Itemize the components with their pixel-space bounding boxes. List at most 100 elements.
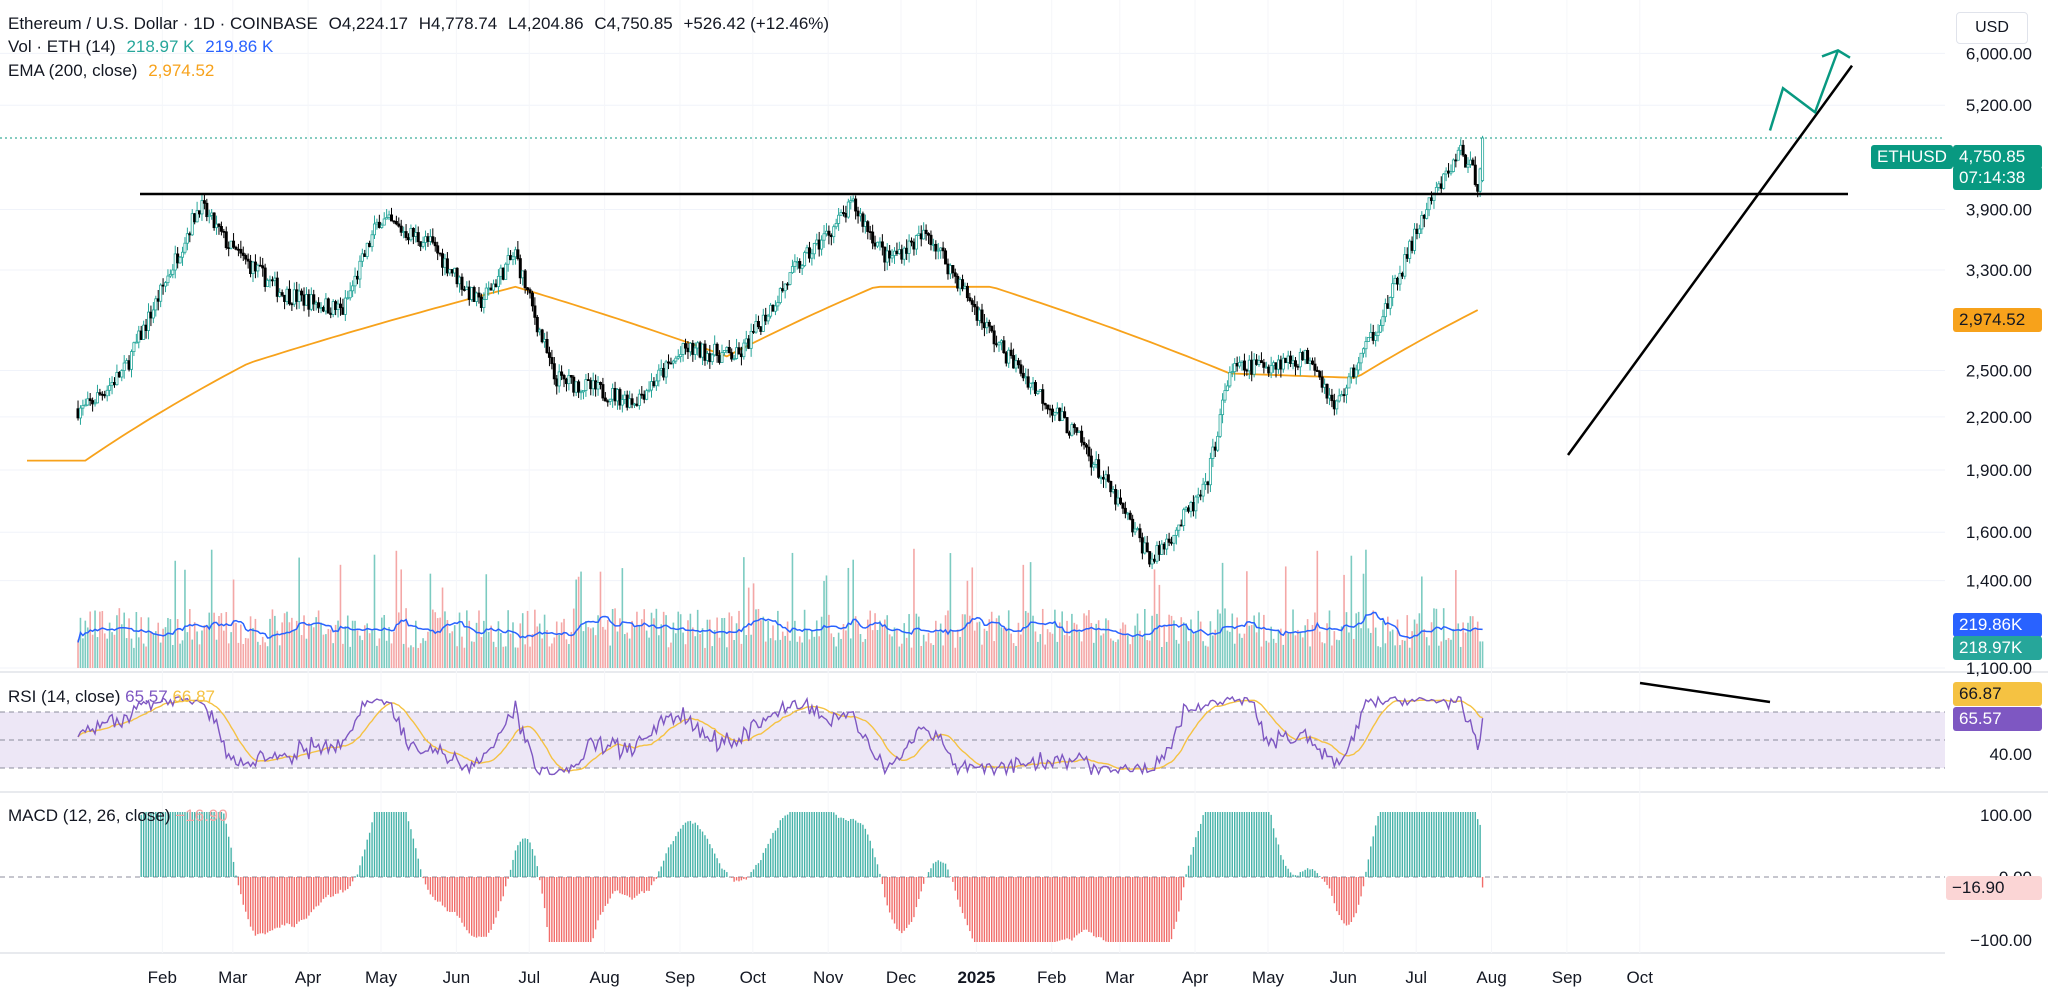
volume-bar bbox=[1092, 642, 1095, 668]
candle-body bbox=[358, 260, 362, 280]
volume-bar bbox=[650, 612, 653, 668]
volume-bar bbox=[832, 637, 835, 668]
volume-bar bbox=[1452, 628, 1455, 668]
candle-body bbox=[1444, 170, 1448, 175]
volume-bar bbox=[1027, 612, 1029, 668]
candle-body bbox=[302, 294, 306, 306]
candle-body bbox=[1325, 383, 1329, 399]
volume-bar bbox=[572, 608, 575, 668]
volume-bar bbox=[1136, 613, 1139, 668]
volume-bar bbox=[1289, 633, 1292, 668]
volume-bar bbox=[740, 643, 743, 668]
candle-body bbox=[1218, 414, 1222, 437]
candle-body bbox=[372, 223, 376, 236]
volume-bar bbox=[118, 608, 121, 668]
candle-body bbox=[1257, 360, 1261, 365]
volume-bar bbox=[577, 576, 580, 668]
volume-bar bbox=[133, 647, 135, 668]
volume-bar bbox=[378, 638, 381, 668]
volume-bar bbox=[658, 635, 660, 668]
candle-body bbox=[1225, 385, 1229, 391]
volume-bar bbox=[871, 630, 874, 668]
volume-bar bbox=[310, 625, 313, 668]
volume-bar bbox=[794, 620, 796, 668]
macd-label[interactable]: MACD (12, 26, close) bbox=[8, 806, 171, 825]
symbol-title[interactable]: Ethereum / U.S. Dollar · 1D · COINBASE bbox=[8, 14, 318, 33]
candle-body bbox=[1327, 394, 1331, 399]
price-tick-label: 1,600.00 bbox=[1966, 523, 2032, 542]
candle-body bbox=[173, 253, 177, 271]
symbol-legend: Ethereum / U.S. Dollar · 1D · COINBASE O… bbox=[8, 14, 835, 34]
candle-body bbox=[642, 394, 646, 400]
candle-body bbox=[635, 403, 639, 406]
candle-body bbox=[1466, 163, 1470, 168]
candle-body bbox=[487, 287, 491, 290]
candle-body bbox=[370, 234, 374, 248]
candle-body bbox=[586, 379, 590, 382]
volume-bar bbox=[696, 609, 699, 668]
candle-body bbox=[1468, 159, 1472, 165]
volume-bar bbox=[779, 639, 782, 668]
volume-bar bbox=[704, 647, 706, 668]
volume-bar bbox=[1260, 646, 1263, 668]
volume-bar bbox=[140, 617, 143, 668]
volume-bar bbox=[1051, 633, 1054, 668]
candle-body bbox=[295, 289, 299, 302]
candle-body bbox=[560, 371, 564, 376]
candle-body bbox=[1058, 407, 1062, 421]
candle-body bbox=[871, 231, 875, 244]
volume-bar bbox=[614, 608, 616, 668]
candle-body bbox=[321, 307, 325, 312]
candle-body bbox=[234, 246, 238, 250]
candle-body bbox=[941, 247, 945, 252]
volume-bar bbox=[1190, 619, 1192, 668]
volume-bar bbox=[203, 625, 206, 668]
candle-body bbox=[662, 367, 666, 378]
ema-label[interactable]: EMA (200, close) bbox=[8, 61, 138, 80]
volume-bar bbox=[847, 567, 850, 668]
candle-body bbox=[343, 297, 347, 315]
volume-bar bbox=[1413, 619, 1416, 668]
candle-body bbox=[667, 361, 671, 364]
candle-body bbox=[1111, 489, 1115, 493]
volume-bar bbox=[264, 642, 266, 668]
volume-bar bbox=[215, 639, 218, 668]
candle-body bbox=[1075, 427, 1079, 433]
candle-body bbox=[708, 353, 712, 363]
volume-bar bbox=[543, 614, 546, 668]
candle-body bbox=[229, 240, 233, 249]
candle-body bbox=[1415, 228, 1419, 234]
candle-body bbox=[569, 374, 573, 378]
volume-bar bbox=[842, 624, 845, 668]
volume-bar bbox=[1131, 635, 1134, 668]
high-value: H4,778.74 bbox=[418, 14, 498, 33]
candle-body bbox=[982, 322, 986, 329]
volume-bar bbox=[247, 638, 249, 668]
candle-body bbox=[1425, 209, 1429, 219]
rsi-label[interactable]: RSI (14, close) bbox=[8, 687, 121, 706]
volume-bar bbox=[116, 615, 118, 668]
time-tick-label: Aug bbox=[589, 968, 619, 987]
volume-bar bbox=[660, 624, 663, 668]
volume-bar bbox=[640, 619, 643, 668]
candle-body bbox=[496, 275, 500, 288]
currency-button[interactable]: USD bbox=[1956, 12, 2028, 44]
ema-price-tag: 2,974.52 bbox=[1953, 308, 2042, 332]
candle-body bbox=[946, 263, 950, 275]
candle-body bbox=[465, 286, 469, 291]
candle-body bbox=[567, 374, 571, 385]
candle-body bbox=[249, 260, 253, 275]
candle-body bbox=[1447, 170, 1451, 174]
candle-body bbox=[628, 398, 632, 408]
volume-bar bbox=[1083, 613, 1085, 668]
candle-body bbox=[428, 236, 432, 242]
candle-body bbox=[1240, 360, 1244, 363]
candle-body bbox=[995, 343, 999, 346]
candle-body bbox=[1007, 349, 1011, 364]
candle-body bbox=[1417, 228, 1421, 234]
volume-label[interactable]: Vol · ETH (14) bbox=[8, 37, 116, 56]
volume-bar bbox=[1056, 641, 1059, 668]
volume-bar bbox=[551, 643, 553, 668]
candle-body bbox=[1009, 349, 1013, 356]
